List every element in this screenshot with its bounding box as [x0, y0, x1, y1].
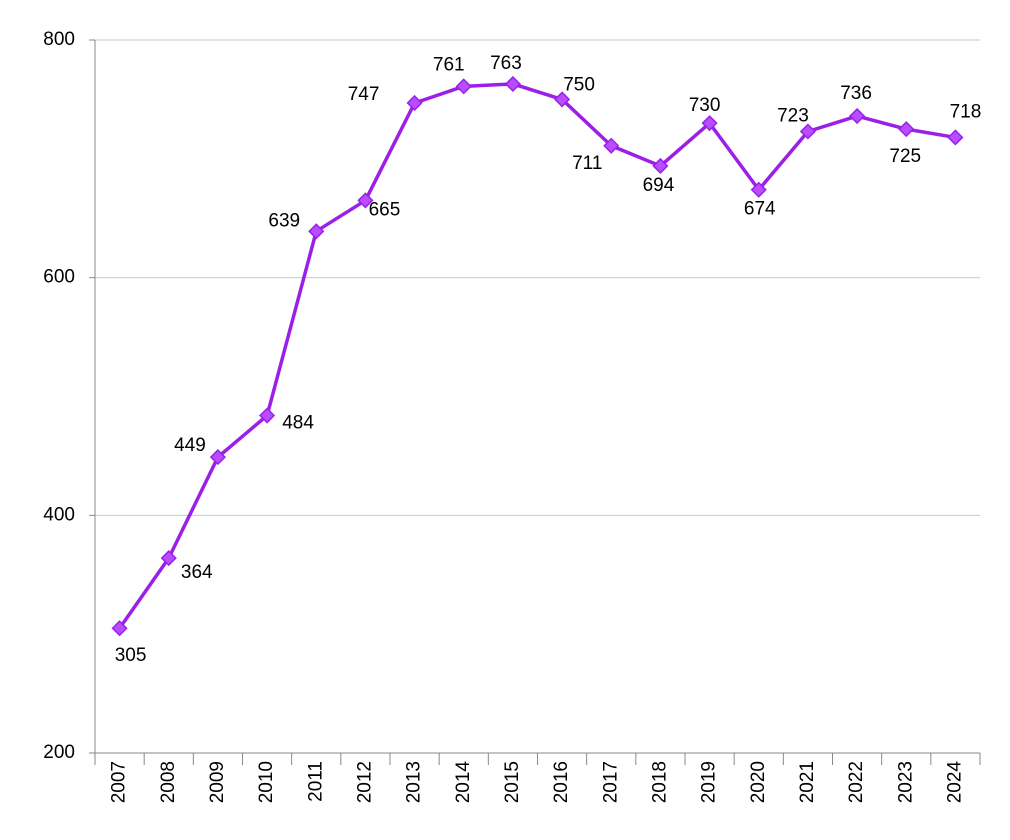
x-tick-label: 2010 — [256, 761, 277, 803]
y-tick-label: 600 — [43, 267, 75, 288]
data-label: 718 — [950, 101, 982, 122]
x-tick-label: 2019 — [699, 761, 720, 803]
x-tick-label: 2017 — [600, 761, 621, 803]
data-label: 484 — [282, 413, 314, 434]
x-tick-label: 2008 — [158, 761, 179, 803]
data-marker — [701, 115, 718, 132]
data-marker — [947, 129, 964, 146]
x-tick-label: 2007 — [109, 761, 130, 803]
x-tick-label: 2009 — [207, 761, 228, 803]
data-marker — [111, 620, 128, 637]
data-marker — [849, 107, 866, 125]
data-marker — [554, 91, 571, 108]
x-tick-label: 2016 — [551, 761, 572, 803]
x-tick-label: 2022 — [846, 761, 867, 803]
y-tick-label: 800 — [43, 29, 75, 50]
data-label: 725 — [889, 146, 921, 167]
data-marker — [750, 181, 767, 198]
x-tick-label: 2021 — [797, 761, 818, 803]
x-tick-label: 2011 — [305, 761, 326, 802]
y-tick-label: 400 — [43, 504, 75, 525]
data-label: 665 — [369, 199, 401, 220]
data-marker — [455, 78, 472, 95]
data-marker — [308, 223, 325, 240]
data-label: 747 — [348, 84, 380, 105]
x-tick-label: 2020 — [748, 761, 769, 803]
data-marker — [209, 449, 226, 466]
x-tick-label: 2023 — [895, 761, 916, 803]
data-marker — [406, 94, 423, 112]
data-marker — [652, 157, 669, 175]
data-label: 763 — [490, 53, 522, 74]
data-marker — [160, 550, 177, 567]
y-tick-label: 200 — [43, 742, 75, 763]
data-label: 711 — [572, 153, 602, 174]
data-label: 750 — [563, 74, 595, 95]
data-marker — [898, 121, 915, 138]
data-marker — [357, 192, 374, 209]
data-label: 736 — [840, 83, 872, 104]
x-tick-label: 2012 — [354, 761, 375, 803]
data-label: 364 — [181, 562, 213, 583]
x-tick-label: 2013 — [404, 761, 425, 803]
data-label: 449 — [174, 435, 206, 456]
x-tick-label: 2024 — [944, 761, 965, 804]
x-tick-label: 2014 — [453, 761, 474, 804]
data-label: 639 — [268, 210, 300, 231]
data-marker — [259, 407, 276, 424]
data-label: 730 — [689, 95, 721, 116]
data-line — [118, 82, 956, 630]
data-marker — [603, 137, 620, 154]
data-label: 694 — [643, 175, 675, 196]
data-marker — [504, 75, 521, 93]
x-tick-label: 2018 — [649, 761, 670, 803]
data-label: 305 — [115, 645, 147, 666]
data-marker — [799, 123, 816, 140]
data-label: 723 — [777, 106, 809, 127]
data-label: 674 — [744, 199, 776, 220]
data-label: 761 — [433, 54, 465, 75]
x-tick-label: 2015 — [502, 761, 523, 803]
